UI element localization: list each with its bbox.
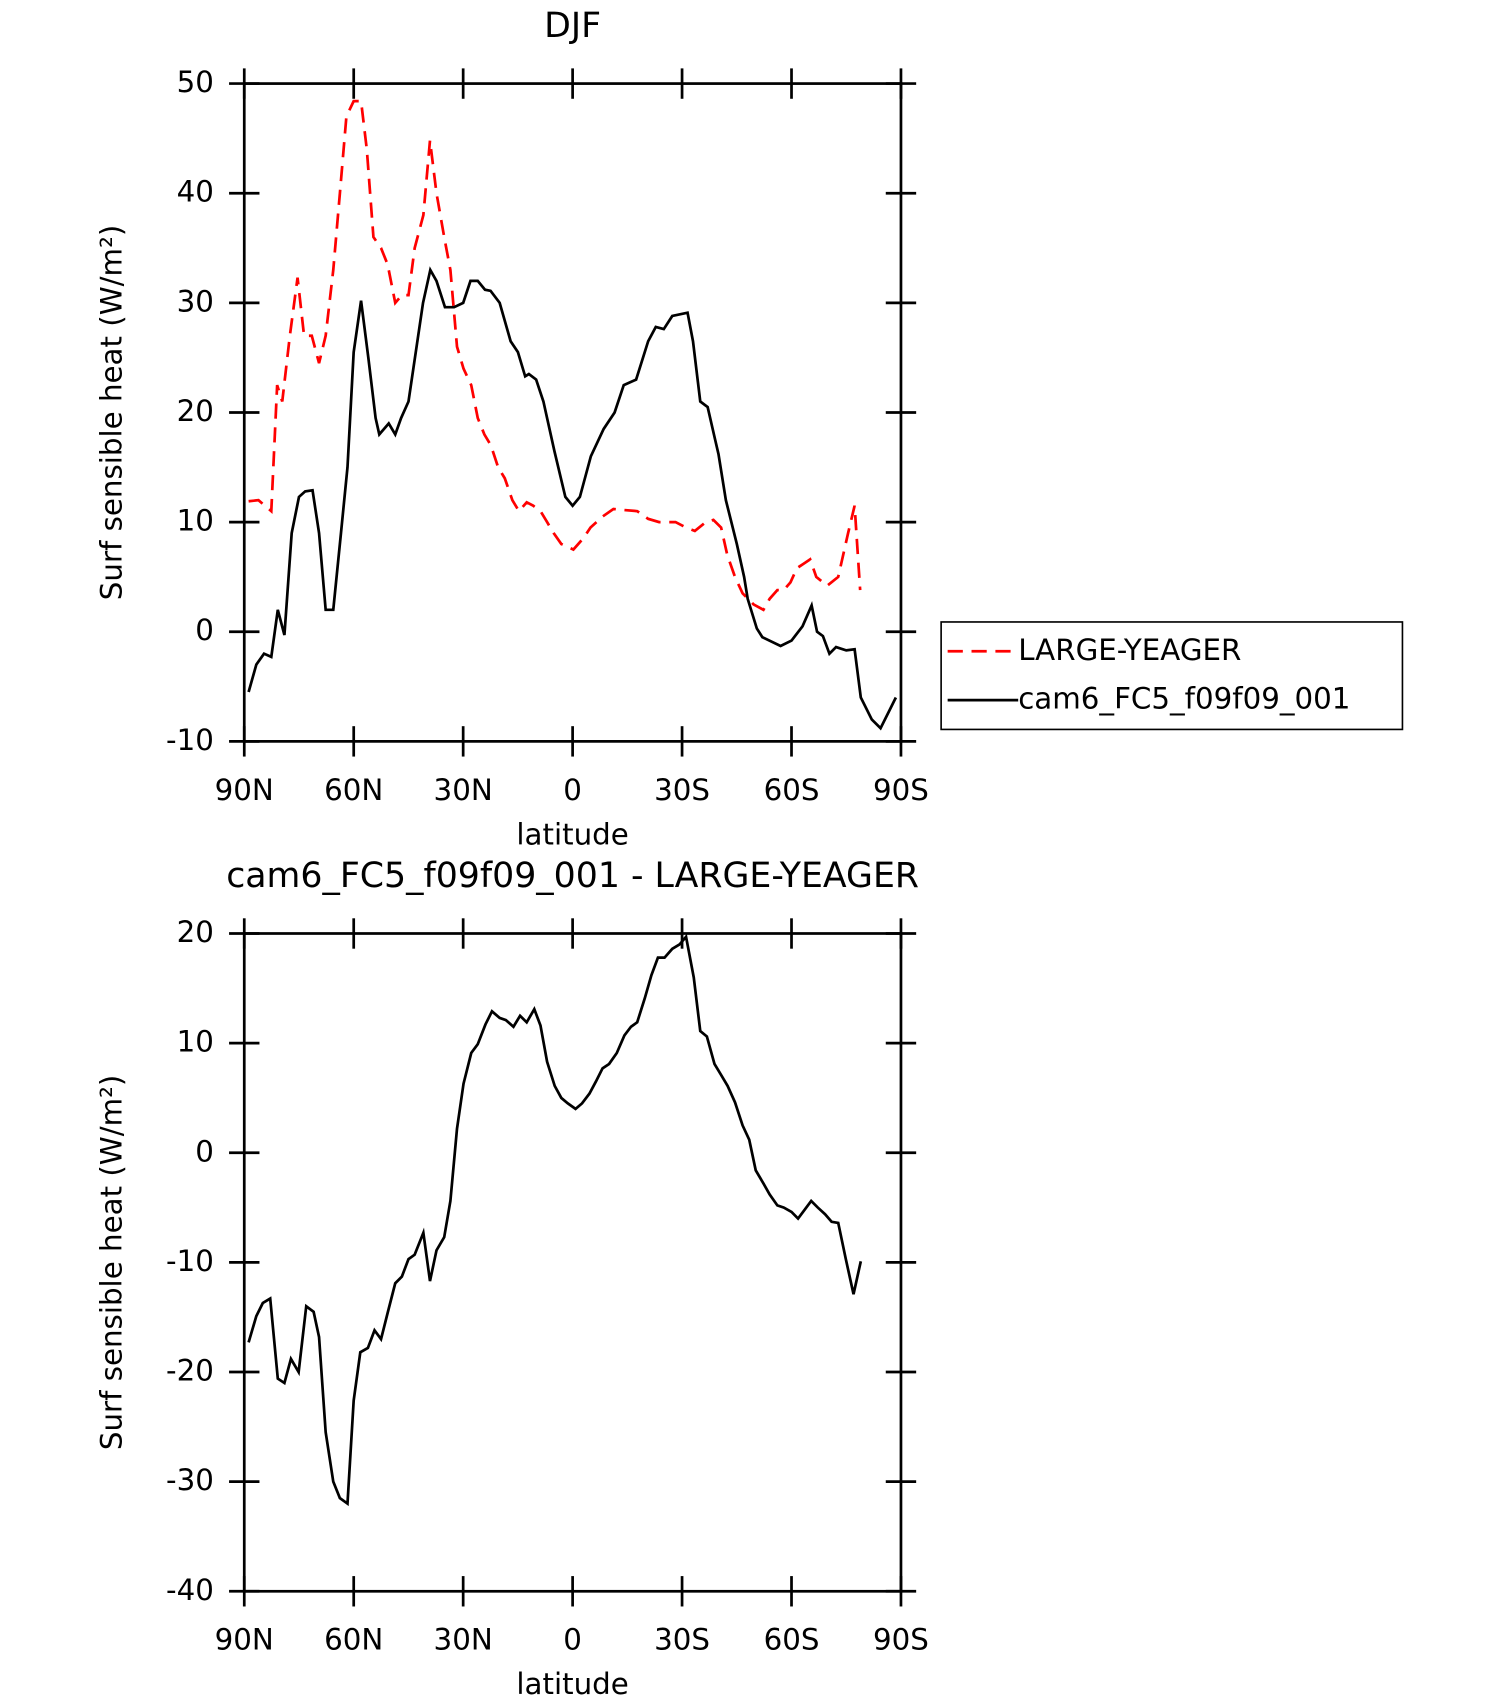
x-tick-label: 60S	[764, 1623, 820, 1657]
chart-title: DJF	[544, 6, 601, 46]
x-tick-label: 60S	[764, 773, 820, 807]
x-tick-label: 30N	[434, 773, 493, 807]
y-tick-label: 30	[177, 284, 214, 318]
x-axis-label: latitude	[516, 817, 628, 851]
y-axis-label: Surf sensible heat (W/m²)	[94, 225, 128, 601]
y-tick-label: 0	[195, 613, 214, 647]
y-tick-label: -10	[166, 723, 214, 757]
x-tick-label: 60N	[324, 1623, 383, 1657]
y-tick-label: 20	[177, 915, 214, 949]
plot-frame	[242, 82, 903, 743]
x-tick-label: 60N	[324, 773, 383, 807]
x-tick-label: 90N	[215, 773, 274, 807]
x-tick-label: 30N	[434, 1623, 493, 1657]
x-tick-label: 30S	[654, 773, 710, 807]
legend-label: cam6_FC5_f09f09_001	[1018, 682, 1350, 716]
y-tick-label: 20	[177, 394, 214, 428]
data-line	[247, 933, 863, 1507]
x-tick-label: 0	[563, 1623, 582, 1657]
y-tick-label: -40	[166, 1573, 214, 1607]
x-tick-label: 90S	[873, 1623, 929, 1657]
chart-title: cam6_FC5_f09f09_001 - LARGE-YEAGER	[226, 856, 919, 896]
data-line	[248, 99, 862, 612]
y-tick-label: 10	[177, 504, 214, 538]
y-tick-label: -30	[166, 1463, 214, 1497]
x-tick-label: 90N	[215, 1623, 274, 1657]
y-tick-label: 50	[177, 65, 214, 99]
y-tick-label: 10	[177, 1025, 214, 1059]
y-tick-label: 0	[195, 1134, 214, 1168]
x-tick-label: 0	[563, 773, 582, 807]
y-tick-label: 40	[177, 175, 214, 209]
plot-frame	[242, 932, 903, 1593]
data-line	[247, 266, 898, 731]
y-tick-label: -10	[166, 1244, 214, 1278]
x-tick-label: 30S	[654, 1623, 710, 1657]
y-tick-label: -20	[166, 1354, 214, 1388]
x-tick-label: 90S	[873, 773, 929, 807]
y-axis-label: Surf sensible heat (W/m²)	[94, 1075, 128, 1451]
x-axis-label: latitude	[516, 1667, 628, 1701]
legend-box	[940, 621, 1404, 731]
legend-label: LARGE-YEAGER	[1018, 633, 1241, 667]
